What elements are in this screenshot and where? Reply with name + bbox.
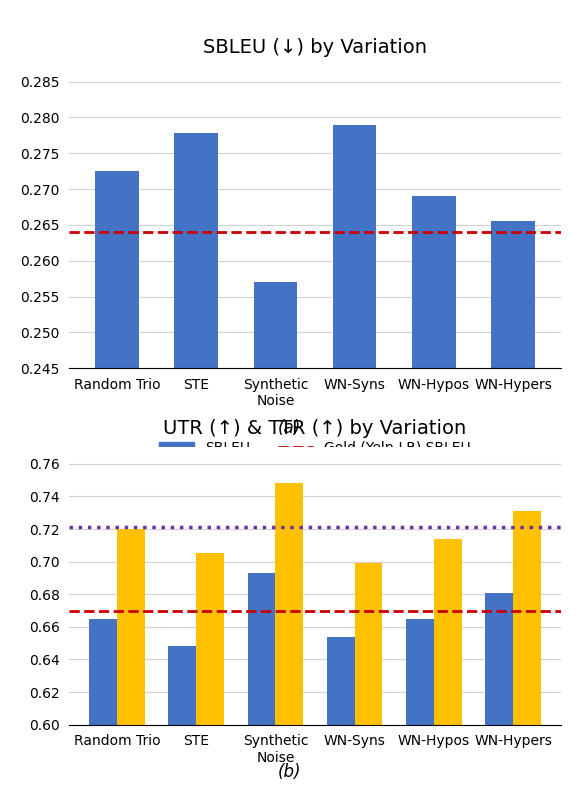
- Bar: [95, 171, 139, 792]
- Bar: [175, 133, 218, 792]
- Bar: [254, 282, 297, 792]
- Bar: [247, 573, 275, 792]
- Bar: [486, 592, 513, 792]
- Bar: [275, 483, 303, 792]
- Legend: SBLEU, Gold (Yelp-LR) SBLEU: SBLEU, Gold (Yelp-LR) SBLEU: [154, 436, 476, 460]
- Bar: [333, 124, 376, 792]
- Bar: [491, 222, 535, 792]
- Bar: [406, 619, 434, 792]
- Bar: [434, 539, 462, 792]
- Bar: [168, 646, 196, 792]
- Bar: [513, 511, 541, 792]
- Text: (a): (a): [277, 419, 301, 436]
- Bar: [327, 637, 355, 792]
- Bar: [89, 619, 117, 792]
- Title: SBLEU (↓) by Variation: SBLEU (↓) by Variation: [203, 39, 427, 58]
- Bar: [196, 554, 224, 792]
- Title: UTR (↑) & TTR (↑) by Variation: UTR (↑) & TTR (↑) by Variation: [164, 419, 466, 438]
- Bar: [412, 196, 455, 792]
- Bar: [117, 529, 144, 792]
- Text: (b): (b): [277, 763, 301, 781]
- Bar: [355, 563, 383, 792]
